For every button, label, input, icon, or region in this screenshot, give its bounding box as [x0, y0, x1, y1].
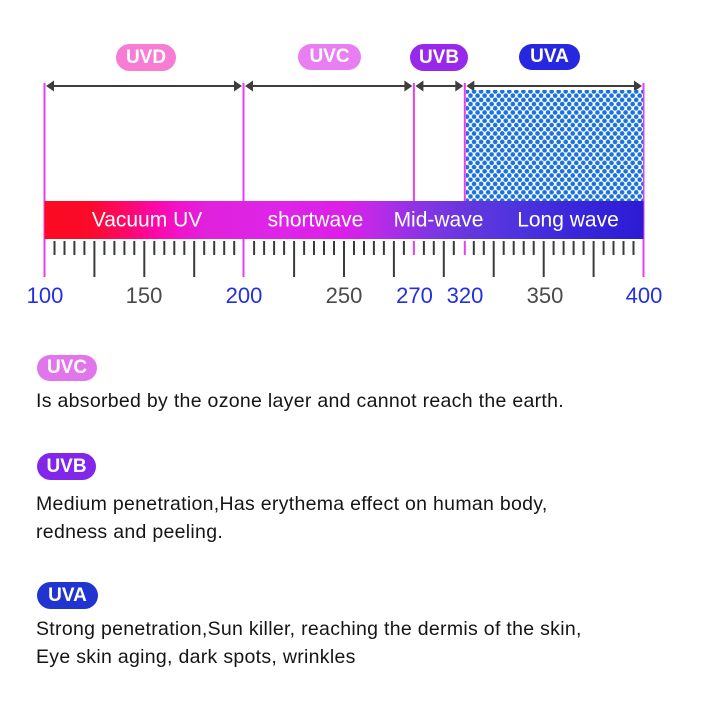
- svg-text:350: 350: [527, 283, 564, 308]
- svg-text:shortwave: shortwave: [268, 209, 364, 232]
- svg-text:400: 400: [626, 283, 663, 308]
- svg-text:250: 250: [326, 283, 363, 308]
- svg-text:150: 150: [126, 283, 163, 308]
- svg-text:320: 320: [447, 283, 484, 308]
- svg-text:200: 200: [226, 283, 263, 308]
- svg-text:270: 270: [396, 283, 433, 308]
- svg-text:Mid-wave: Mid-wave: [394, 209, 484, 232]
- svg-text:100: 100: [27, 283, 64, 308]
- svg-text:Long wave: Long wave: [517, 209, 619, 232]
- svg-text:Vacuum UV: Vacuum UV: [92, 209, 203, 232]
